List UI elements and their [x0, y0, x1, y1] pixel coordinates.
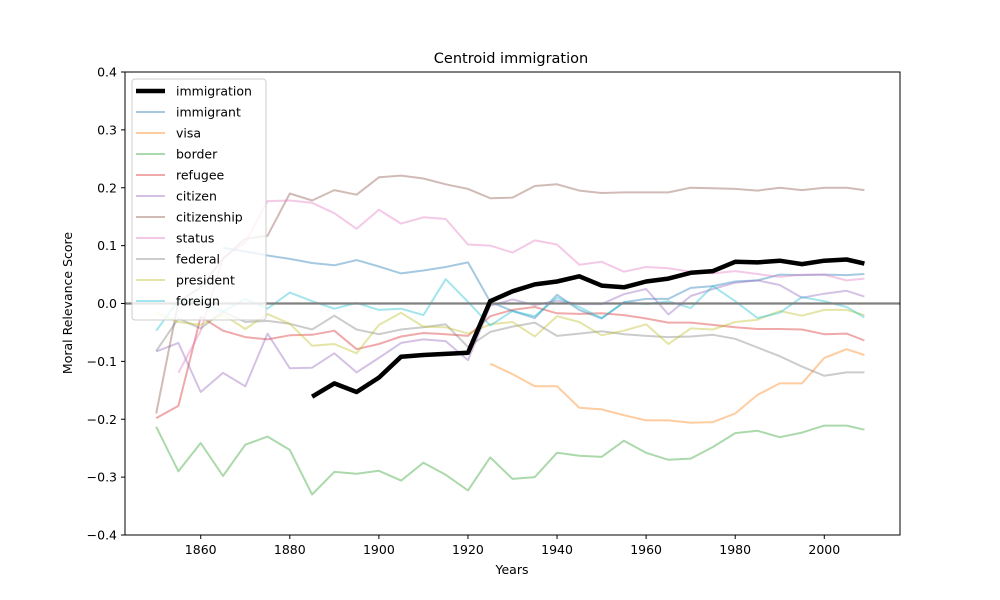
plot-area: [124, 71, 901, 536]
legend-label-refugee: refugee: [176, 168, 225, 183]
x-tick-label: 1960: [630, 542, 662, 557]
x-tick-label: 1940: [541, 542, 573, 557]
x-tick-label: 1860: [185, 542, 217, 557]
y-tick-label: 0.0: [97, 296, 117, 311]
legend-label-foreign: foreign: [176, 294, 220, 309]
legend-label-federal: federal: [176, 252, 220, 267]
legend-label-immigrant: immigrant: [176, 105, 241, 120]
y-tick-label: −0.2: [87, 412, 117, 427]
y-tick-label: −0.3: [87, 470, 117, 485]
series-line-immigrant: [222, 246, 865, 320]
x-axis-label: Years: [495, 562, 529, 577]
y-tick-label: 0.1: [97, 238, 117, 253]
series-line-president: [155, 308, 865, 355]
series-line-citizenship: [155, 174, 865, 414]
legend-label-visa: visa: [176, 126, 201, 141]
x-tick-label: 1880: [274, 542, 306, 557]
y-tick-label: 0.4: [97, 65, 117, 80]
y-tick-label: 0.3: [97, 122, 117, 137]
chart-title: Centroid immigration: [434, 51, 588, 67]
y-tick-label: −0.1: [87, 354, 117, 369]
series-line-border: [155, 424, 865, 496]
series-line-federal: [155, 310, 865, 377]
x-tick-label: 1900: [363, 542, 395, 557]
x-tick-label: 1920: [452, 542, 484, 557]
legend: immigration immigrant visa border refugee cit…: [131, 78, 267, 321]
legend-label-citizen: citizen: [176, 189, 217, 204]
legend-label-status: status: [176, 231, 214, 246]
y-axis-ticks: −0.4 −0.3 −0.2 −0.1 0.0 0.1 0.2 0.3 0.4: [87, 65, 125, 543]
series-lines: [125, 174, 900, 496]
legend-label-president: president: [176, 273, 235, 288]
series-line-visa: [489, 348, 865, 424]
y-tick-label: 0.2: [97, 180, 117, 195]
series-line-immigration: [310, 257, 865, 399]
y-tick-label: −0.4: [87, 528, 117, 543]
legend-label-border: border: [176, 147, 218, 162]
x-axis-ticks: 1860 1880 1900 1920 1940 1960 1980 2000: [185, 535, 840, 557]
x-tick-label: 2000: [808, 542, 840, 557]
series-line-status: [177, 199, 865, 374]
series-line-citizen: [155, 279, 865, 393]
legend-label-citizenship: citizenship: [176, 210, 243, 225]
y-axis-label: Moral Relevance Score: [60, 232, 75, 374]
x-tick-label: 1980: [719, 542, 751, 557]
series-line-refugee: [155, 306, 865, 419]
legend-label-immigration: immigration: [176, 84, 252, 99]
legend-box: [131, 78, 267, 321]
